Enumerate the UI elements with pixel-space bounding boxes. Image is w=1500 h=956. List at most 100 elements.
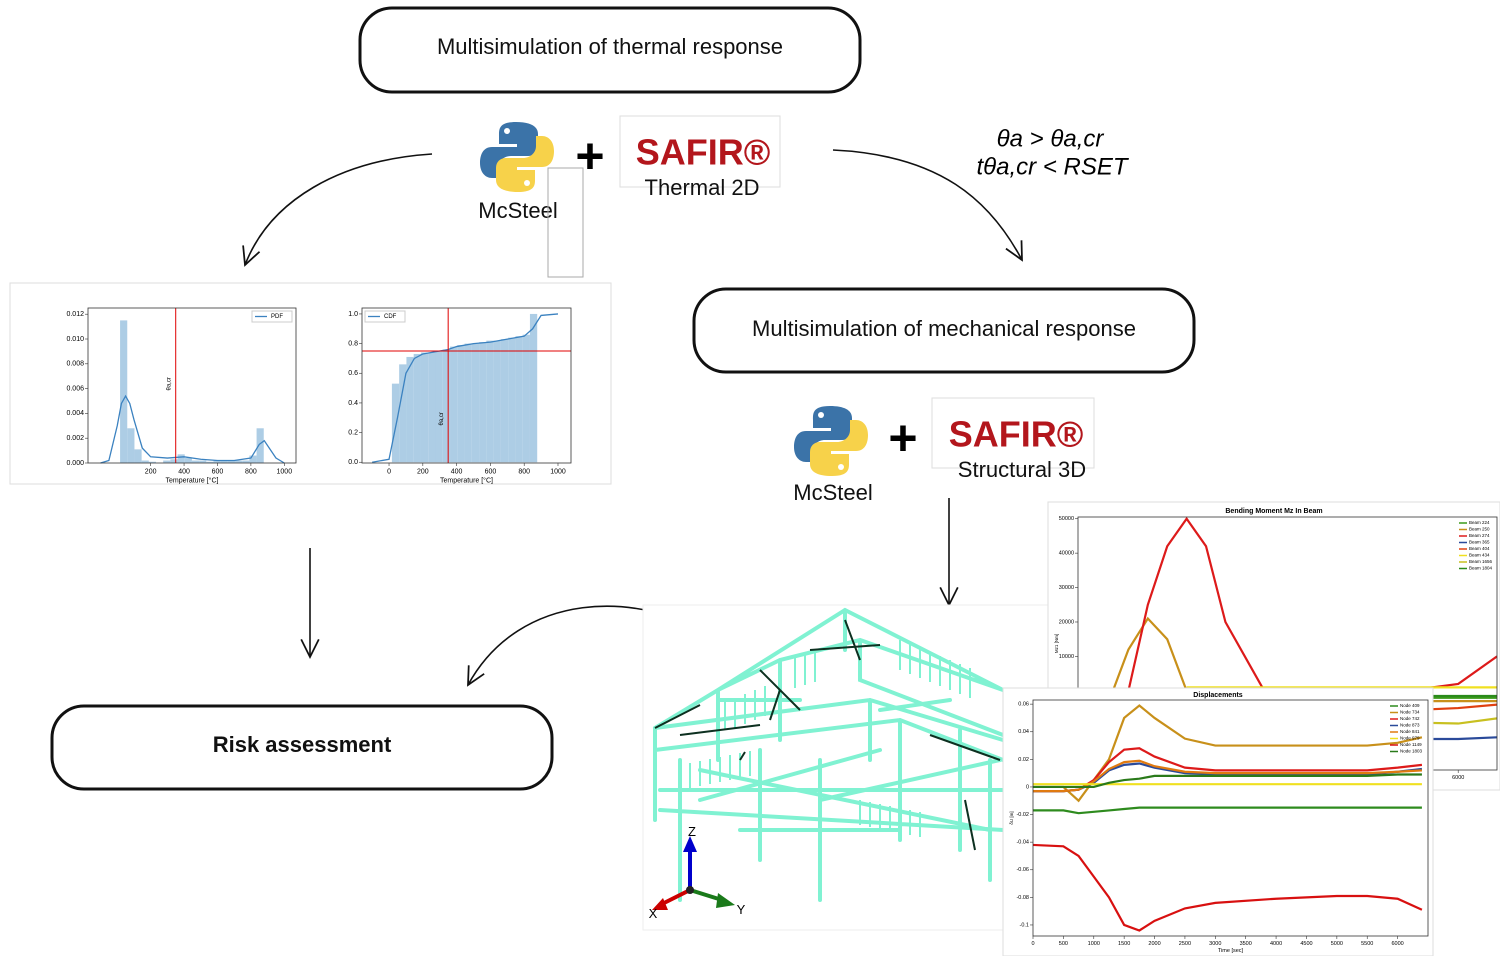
- mechanical-box-label: Multisimulation of mechanical response: [752, 316, 1136, 341]
- threshold-annotation: θa,cr: [167, 377, 173, 390]
- legend-label: Node 742: [1400, 716, 1420, 721]
- hist-bar: [127, 428, 134, 463]
- hist-bar: [435, 351, 442, 462]
- x-tick-label: 600: [212, 468, 224, 475]
- axis-x-label: X: [649, 906, 658, 921]
- x-tick-label: 4000: [1270, 941, 1282, 947]
- x-tick-label: 2500: [1179, 941, 1191, 947]
- chart-title: Bending Moment Mz In Beam: [1225, 508, 1322, 515]
- x-tick-label: 500: [1059, 941, 1068, 947]
- legend-label: Beam 404: [1469, 546, 1490, 551]
- y-tick-label: 0.002: [66, 435, 84, 442]
- arrow: [245, 154, 432, 265]
- y-tick-label: 0.4: [348, 400, 358, 407]
- x-tick-label: 5000: [1331, 941, 1343, 947]
- y-tick-label: -0.06: [1016, 867, 1029, 873]
- y-tick-label: -0.1: [1020, 922, 1029, 928]
- x-tick-label: 4500: [1300, 941, 1312, 947]
- legend-label: Node 409: [1400, 703, 1420, 708]
- y-tick-label: 30000: [1059, 585, 1074, 591]
- x-tick-label: 1000: [1088, 941, 1100, 947]
- safir-logo: SAFIR®: [949, 414, 1084, 455]
- y-tick-label: 0.2: [348, 429, 358, 436]
- python-logo: [480, 122, 554, 192]
- y-tick-label: -0.02: [1016, 812, 1029, 818]
- hist-bar: [185, 458, 192, 463]
- legend-label: Node 734: [1400, 710, 1420, 715]
- y-tick-label: 0.06: [1018, 702, 1029, 708]
- hist-bar: [120, 320, 127, 463]
- hist-bar: [515, 336, 522, 462]
- hist-bar: [249, 456, 256, 463]
- x-axis-label: Temperature [°C]: [440, 477, 493, 485]
- x-tick-label: 1000: [277, 468, 293, 475]
- python-logo: [794, 406, 868, 476]
- x-tick-label: 800: [518, 468, 530, 475]
- legend-label: Beam 365: [1469, 540, 1490, 545]
- x-tick-label: 6000: [1452, 775, 1464, 781]
- legend-label: Beam 224: [1469, 520, 1490, 525]
- y-tick-label: 0.012: [66, 311, 84, 318]
- plus-sign: +: [888, 410, 917, 466]
- safir-logo: SAFIR®: [636, 132, 771, 173]
- hist-bar: [523, 335, 530, 463]
- x-tick-label: 1000: [550, 468, 566, 475]
- legend-label: Node 979: [1400, 736, 1420, 741]
- hist-bar: [450, 347, 457, 463]
- legend-label: Node 873: [1400, 723, 1420, 728]
- y-tick-label: -0.08: [1016, 895, 1029, 901]
- hist-bar: [443, 350, 450, 463]
- legend-label: Beam 1656: [1469, 559, 1493, 564]
- hist-bar: [178, 454, 185, 463]
- hist-bar: [508, 338, 515, 463]
- y-tick-label: 0.6: [348, 370, 358, 377]
- y-tick-label: 20000: [1059, 619, 1074, 625]
- legend-label: Beam 1804: [1469, 566, 1493, 571]
- hist-bar: [457, 345, 464, 462]
- y-tick-label: 0.000: [66, 460, 84, 467]
- hist-bar: [421, 352, 428, 462]
- y-tick-label: -0.04: [1016, 840, 1029, 846]
- hist-bar: [428, 352, 435, 462]
- hist-bar: [414, 354, 421, 462]
- y-tick-label: 0.04: [1018, 729, 1029, 735]
- x-tick-label: 0: [1031, 941, 1034, 947]
- y-tick-label: 0.0: [348, 459, 358, 466]
- workflow-diagram: Multisimulation of thermal response + SA…: [0, 0, 1500, 956]
- x-tick-label: 1500: [1118, 941, 1130, 947]
- hist-bar: [134, 449, 141, 463]
- chart: Node 409 Node 734Node 742 Node 873Node 841…: [1003, 688, 1433, 956]
- hist-bar: [486, 341, 493, 463]
- hist-bar: [392, 384, 399, 463]
- x-tick-label: 6000: [1391, 941, 1403, 947]
- structural-model: Z X Y: [643, 605, 1048, 930]
- hist-bar: [494, 341, 501, 463]
- y-tick-label: 40000: [1059, 551, 1074, 557]
- y-tick-label: 0.8: [348, 340, 358, 347]
- legend-label: Node 1803: [1400, 749, 1423, 754]
- x-tick-label: 800: [245, 468, 257, 475]
- legend-label: Beam 274: [1469, 533, 1490, 538]
- safir-module: Thermal 2D: [645, 175, 760, 200]
- y-tick-label: 10000: [1059, 654, 1074, 660]
- x-tick-label: 200: [417, 468, 429, 475]
- axis-z-label: Z: [688, 824, 696, 839]
- y-tick-label: 0.004: [66, 410, 84, 417]
- y-tick-label: 0.006: [66, 385, 84, 392]
- y-tick-label: 1.0: [348, 311, 358, 318]
- hist-bar: [479, 342, 486, 462]
- legend-label: Node 841: [1400, 729, 1420, 734]
- y-tick-label: 0.02: [1018, 757, 1029, 763]
- y-tick-label: 0.010: [66, 336, 84, 343]
- thermal-box-label: Multisimulation of thermal response: [437, 34, 783, 59]
- y-axis-label: Mz1 [Nm]: [1054, 634, 1059, 653]
- legend-label: PDF: [271, 314, 283, 320]
- x-tick-label: 3500: [1240, 941, 1252, 947]
- y-axis-label: δU [m]: [1009, 811, 1014, 824]
- axis-y-label: Y: [737, 902, 746, 917]
- threshold-annotation: θa,cr: [439, 412, 445, 425]
- x-tick-label: 200: [145, 468, 157, 475]
- hist-bar: [472, 344, 479, 463]
- hist-bar: [257, 428, 264, 463]
- chart-background: [1003, 688, 1433, 956]
